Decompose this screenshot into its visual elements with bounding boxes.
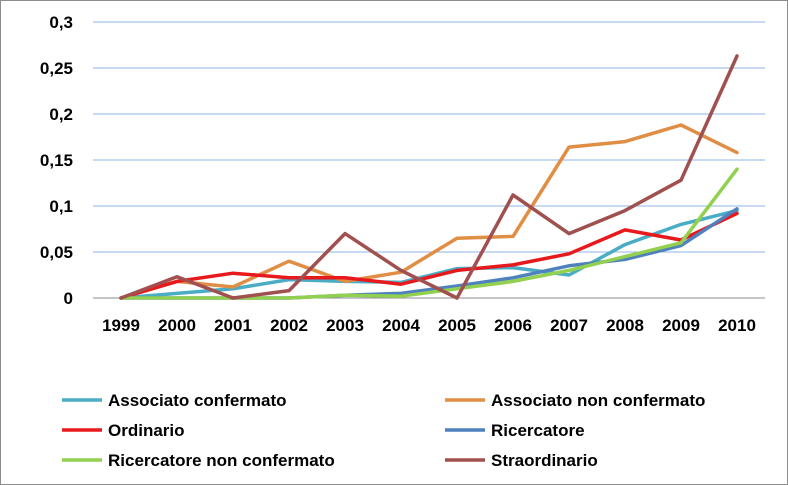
x-tick-label: 2009 bbox=[662, 316, 700, 335]
x-axis-ticks: 1999 2000 2001 2002 2003 2004 2005 2006 2007 2008… bbox=[102, 316, 756, 335]
y-tick-label: 0,1 bbox=[49, 197, 73, 216]
series-line-4 bbox=[119, 167, 739, 300]
legend-item: Associato confermato bbox=[62, 391, 287, 410]
x-tick-label: 2002 bbox=[270, 316, 308, 335]
x-tick-label: 2001 bbox=[214, 316, 252, 335]
series-lines bbox=[119, 54, 739, 300]
x-tick-label: 2007 bbox=[550, 316, 588, 335]
legend: Associato confermato Associato non confer… bbox=[62, 391, 705, 470]
y-tick-label: 0 bbox=[64, 289, 73, 308]
legend-label: Straordinario bbox=[491, 451, 598, 470]
legend-item: Associato non confermato bbox=[445, 391, 705, 410]
y-tick-label: 0,25 bbox=[40, 59, 73, 78]
y-tick-label: 0,3 bbox=[49, 13, 73, 32]
y-tick-label: 0,15 bbox=[40, 151, 73, 170]
x-tick-label: 2005 bbox=[438, 316, 476, 335]
legend-item: Straordinario bbox=[445, 451, 598, 470]
x-tick-label: 2008 bbox=[606, 316, 644, 335]
y-tick-label: 0,2 bbox=[49, 105, 73, 124]
series-line-2 bbox=[119, 211, 739, 300]
x-tick-label: 2006 bbox=[494, 316, 532, 335]
legend-label: Associato confermato bbox=[108, 391, 287, 410]
legend-item: Ricercatore bbox=[445, 421, 585, 440]
y-tick-label: 0,05 bbox=[40, 243, 73, 262]
y-axis-ticks: 0 0,05 0,1 0,15 0,2 0,25 0,3 bbox=[40, 13, 73, 308]
x-tick-label: 2000 bbox=[158, 316, 196, 335]
legend-label: Ricercatore bbox=[491, 421, 585, 440]
x-tick-label: 1999 bbox=[102, 316, 140, 335]
legend-label: Associato non confermato bbox=[491, 391, 705, 410]
x-tick-label: 2004 bbox=[382, 316, 420, 335]
series-line-1 bbox=[119, 123, 739, 300]
legend-item: Ordinario bbox=[62, 421, 185, 440]
legend-label: Ricercatore non confermato bbox=[108, 451, 335, 470]
x-tick-label: 2010 bbox=[718, 316, 756, 335]
legend-item: Ricercatore non confermato bbox=[62, 451, 335, 470]
series-line-5 bbox=[119, 54, 739, 300]
legend-label: Ordinario bbox=[108, 421, 185, 440]
x-tick-label: 2003 bbox=[326, 316, 364, 335]
